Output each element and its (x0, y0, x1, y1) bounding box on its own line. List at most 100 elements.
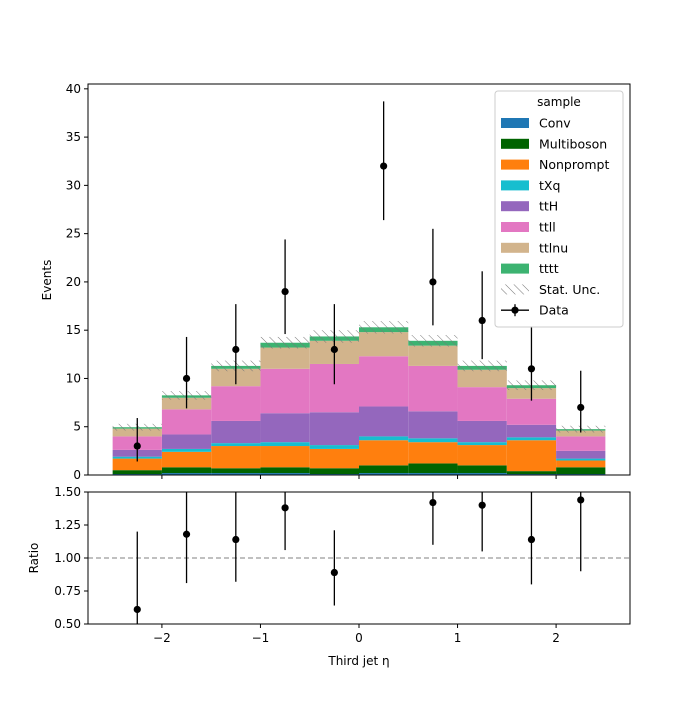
stack-bar (359, 436, 409, 441)
legend-item-ttlnu: ttlnu (501, 240, 568, 255)
x-tick-label: 1 (454, 631, 462, 645)
legend-swatch (501, 138, 529, 149)
stack-bar (506, 440, 557, 472)
stack-bar (457, 465, 507, 474)
legend-label: Multiboson (539, 136, 607, 151)
x-tick-label: −1 (252, 631, 270, 645)
stack-bar (408, 463, 458, 474)
x-axis-label: Third jet η (327, 654, 389, 668)
stack-bar (161, 448, 212, 452)
legend-label: Nonprompt (539, 157, 609, 172)
ratio-clipped-content (88, 492, 630, 624)
legend: sample Conv Multiboson Nonprompt tXq ttH ttll t… (494, 90, 624, 328)
ratio-y-tick-label: 0.75 (54, 584, 81, 598)
stack-bar (556, 436, 606, 451)
y-axis-label-events: Events (40, 260, 54, 301)
stack-bar (408, 438, 458, 443)
stack-bar (211, 468, 261, 474)
stack-bar (112, 458, 162, 471)
legend-label: ttll (539, 220, 556, 235)
legend-label: Stat. Unc. (539, 282, 600, 297)
ratio-point (133, 605, 141, 614)
series-ttll (112, 356, 606, 451)
ratio-y-tick-label: 1.00 (54, 551, 81, 565)
legend-swatch (501, 263, 529, 274)
stack-bar (408, 365, 458, 412)
y-tick-label: 40 (66, 82, 81, 96)
legend-item-conv: Conv (501, 116, 571, 131)
x-tick-label: 2 (552, 631, 560, 645)
stack-bar (506, 398, 557, 425)
stack-bar (457, 369, 507, 388)
stack-bar (260, 473, 310, 475)
y-tick-label: 0 (73, 468, 81, 482)
y-axis-label-ratio: Ratio (27, 543, 41, 574)
stack-bar (457, 442, 507, 446)
stack-bar (556, 450, 606, 459)
stack-bar (260, 442, 310, 447)
ratio-point (330, 568, 338, 577)
data-point (478, 316, 486, 325)
legend-title: sample (537, 95, 581, 109)
stack-bar (359, 440, 409, 466)
series-nonprompt (112, 440, 606, 472)
legend-item-ttll: ttll (501, 220, 556, 235)
legend-item-stat-unc: Stat. Unc. (501, 282, 600, 297)
stack-bar (309, 468, 359, 475)
legend-swatch-hatch (501, 284, 529, 295)
legend-label: tttt (539, 261, 559, 276)
stack-bar (556, 458, 606, 461)
legend-label: ttH (539, 199, 558, 214)
y-tick-label: 15 (66, 323, 81, 337)
stack-bar (112, 470, 162, 475)
stack-bar (506, 471, 557, 475)
data-point (577, 403, 585, 412)
ratio-point (232, 535, 240, 544)
legend-item-tttt: tttt (501, 261, 559, 276)
legend-item-tth: ttH (501, 199, 558, 214)
series-tth (112, 406, 606, 459)
stack-bar (309, 412, 359, 446)
stack-bar (211, 443, 261, 447)
y-tick-label: 35 (66, 130, 81, 144)
ratio-point (527, 535, 536, 544)
y-tick-label: 30 (66, 178, 81, 192)
stack-bar (260, 368, 310, 414)
stat-unc-box (359, 321, 409, 334)
legend-item-txq: tXq (501, 178, 560, 193)
stack-bar (161, 467, 212, 474)
y-tick-label: 20 (66, 275, 81, 289)
ratio-point (478, 501, 486, 509)
stack-bar (359, 332, 409, 357)
stat-unc-box (408, 335, 458, 347)
stack-bar (309, 448, 359, 469)
main-plot-area: 0 5 10 15 20 25 30 35 40 (66, 82, 631, 482)
stack-bar (506, 424, 557, 438)
legend-item-nonprompt: Nonprompt (501, 157, 609, 172)
legend-label: ttlnu (539, 240, 568, 255)
ratio-plot-area: 0.50 0.75 1.00 1.25 1.50 −2 −1 0 1 2 (54, 485, 631, 645)
data-point (232, 345, 240, 354)
stack-bar (260, 413, 310, 443)
legend-swatch (501, 201, 529, 212)
stack-bar (359, 406, 409, 437)
stack-bar (457, 473, 507, 475)
stack-bar (260, 347, 310, 369)
data-point (429, 278, 437, 286)
ratio-point (281, 504, 289, 512)
x-tick-label: 0 (355, 631, 363, 645)
legend-label: Conv (539, 116, 571, 131)
legend-label: tXq (539, 178, 560, 193)
legend-label: Data (539, 303, 569, 318)
stack-bar (260, 467, 310, 474)
stack-bar (359, 473, 409, 475)
stack-bar (457, 420, 507, 443)
y-tick-label: 10 (66, 371, 81, 385)
stack-bar (359, 465, 409, 474)
stack-bar (211, 386, 261, 421)
ratio-point (577, 496, 585, 504)
stack-bar (556, 467, 606, 475)
y-tick-label: 25 (66, 227, 81, 241)
stack-bar (408, 345, 458, 366)
